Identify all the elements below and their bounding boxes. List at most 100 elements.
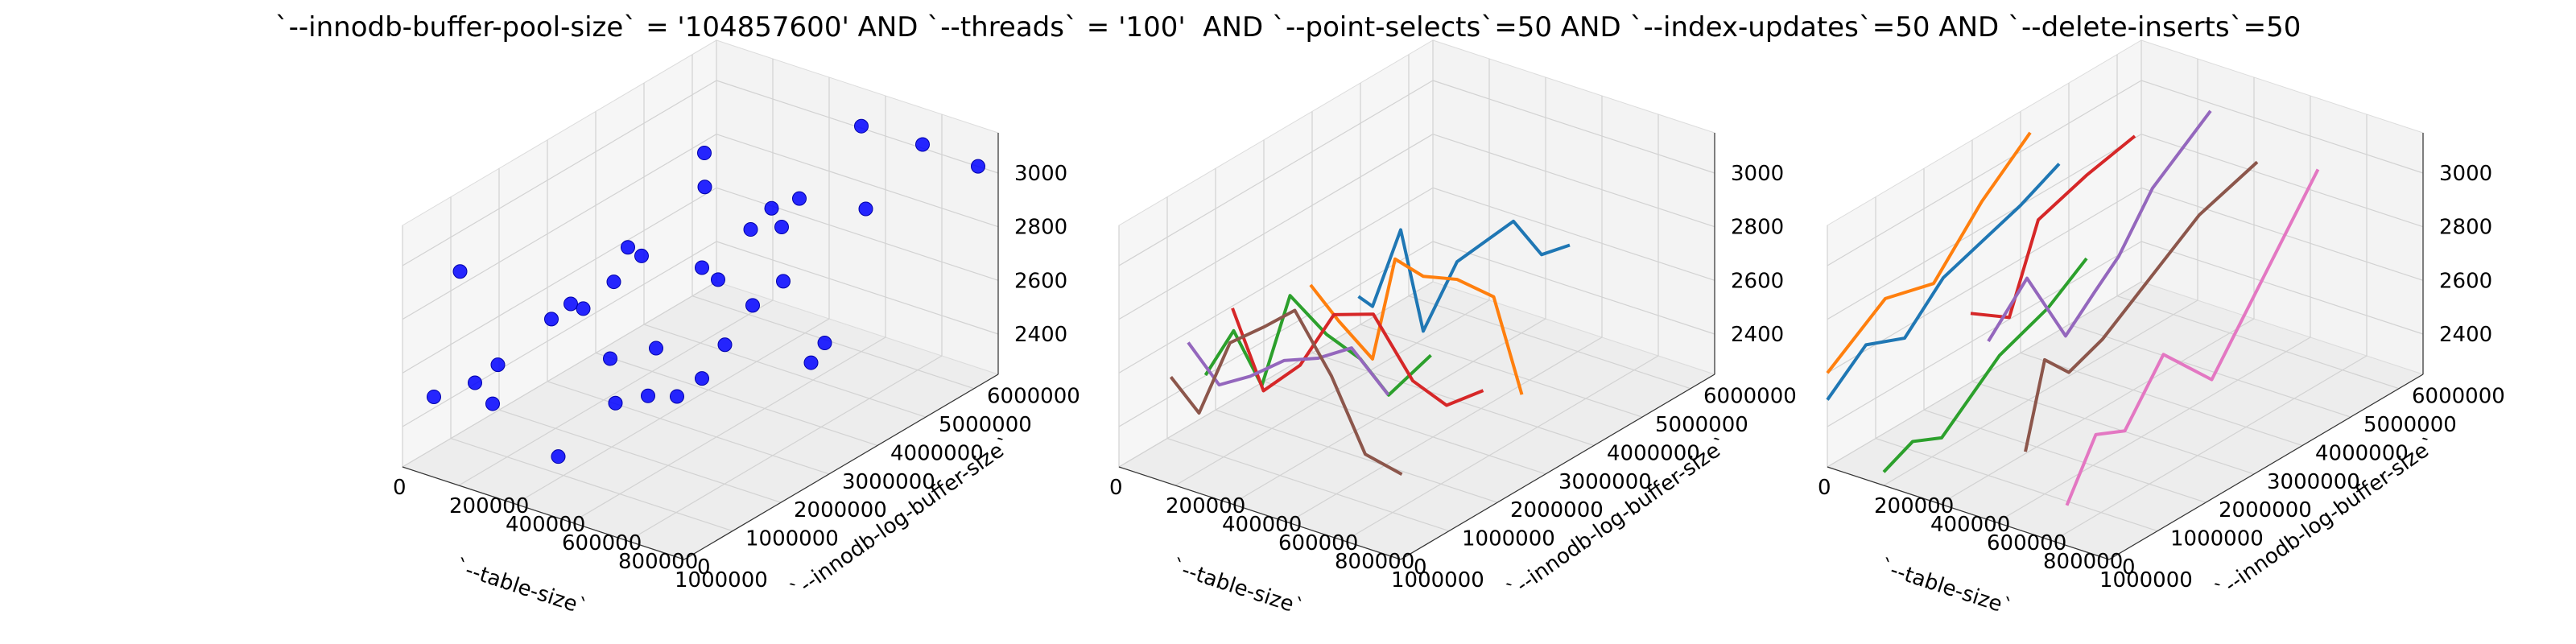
scatter-point — [743, 222, 758, 237]
grid-line — [1118, 134, 1434, 320]
grid-line — [1166, 438, 1450, 532]
scatter-point — [803, 355, 819, 370]
y-tick-label: 4000000 — [2315, 441, 2409, 465]
y-tick-label: 6000000 — [2412, 385, 2505, 409]
grid-line — [1287, 336, 1603, 523]
scatter-point — [717, 337, 733, 353]
grid-line — [1118, 80, 1434, 266]
scatter-point — [634, 248, 649, 263]
grid-line — [1883, 299, 2198, 486]
y-tick-label: 3000000 — [2267, 470, 2360, 494]
grid-line — [643, 324, 927, 418]
grid-line — [498, 409, 782, 503]
series-line-5 — [1187, 341, 1390, 396]
scatter-point — [915, 137, 930, 152]
z-tick-label: 2400 — [2439, 323, 2492, 347]
grid-line — [547, 381, 830, 475]
scatter-point — [697, 146, 712, 161]
scatter-point — [649, 341, 663, 356]
grid-line — [1939, 318, 2255, 505]
z-tick-label: 3000 — [1731, 162, 1784, 186]
x-tick-label: 0 — [1109, 476, 1123, 500]
x-tick-label: 800000 — [2043, 550, 2123, 574]
scatter-point — [551, 449, 566, 464]
series-line-6 — [2024, 160, 2259, 452]
grid-line — [458, 299, 774, 486]
y-axis-line — [2108, 374, 2424, 560]
y-tick-label: 4000000 — [890, 441, 984, 465]
scatter-point — [544, 312, 559, 327]
scatter-point — [776, 274, 791, 289]
y-tick-label: 5000000 — [1655, 413, 1748, 437]
scatter-point — [697, 180, 712, 195]
y-tick-label: 2000000 — [794, 498, 887, 522]
grid-line — [2116, 295, 2400, 390]
y-tick-label: 2000000 — [1510, 498, 1604, 522]
x-tick-label: 200000 — [449, 494, 529, 518]
x-axis-label: `--table-size` — [1877, 555, 2015, 620]
grid-line — [2140, 187, 2424, 281]
scatter-point — [452, 264, 468, 279]
z-tick-label: 2400 — [1014, 323, 1067, 347]
y-tick-label: 5000000 — [939, 413, 1032, 437]
y-tick-label: 3000000 — [1558, 470, 1652, 494]
scatter-point — [468, 375, 482, 390]
x-axis-label: `--table-size` — [1169, 555, 1307, 620]
grid-line — [716, 187, 999, 281]
grid-line — [1432, 241, 1715, 335]
y-axis-line — [1400, 374, 1715, 560]
series-line-2 — [1826, 131, 2032, 374]
x-tick-label: 0 — [393, 476, 407, 500]
grid-line — [1118, 187, 1434, 374]
series-line-5 — [1987, 109, 2212, 342]
scatter-point — [774, 219, 789, 234]
grid-line — [402, 80, 717, 266]
grid-line — [2020, 352, 2303, 447]
scatter-point — [745, 298, 760, 313]
x-axis-line — [402, 466, 685, 560]
grid-line — [2140, 80, 2424, 174]
z-tick-label: 2600 — [2439, 269, 2492, 293]
y-tick-label: 1000000 — [1462, 527, 1555, 551]
y-tick-label: 0 — [1414, 555, 1427, 580]
grid-line — [691, 295, 975, 390]
x-tick-label: 400000 — [1222, 513, 1302, 537]
scatter-point — [641, 388, 655, 403]
grid-line — [450, 438, 733, 532]
x-tick-label: 0 — [1818, 476, 1831, 500]
z-tick-label: 2600 — [1014, 269, 1067, 293]
subplot-line-3d-a: 0200000400000600000800000100000001000000… — [1109, 39, 1797, 620]
y-tick-label: 6000000 — [1703, 385, 1797, 409]
y-tick-label: 1000000 — [2170, 527, 2264, 551]
grid-line — [402, 281, 717, 468]
grid-line — [716, 241, 999, 335]
series-line-7 — [2065, 168, 2320, 506]
grid-line — [1827, 80, 2142, 266]
grid-line — [1923, 409, 2207, 503]
subplot-line-3d-b: 0200000400000600000800000100000001000000… — [1818, 39, 2505, 620]
scatter-point — [606, 275, 621, 290]
scatter-point — [711, 272, 725, 287]
x-axis-line — [1118, 466, 1402, 560]
y-axis-line — [683, 374, 999, 560]
scatter-point — [792, 191, 807, 206]
z-tick-label: 3000 — [2439, 162, 2492, 186]
x-axis-line — [1827, 466, 2110, 560]
series-line-6 — [1169, 308, 1403, 476]
z-tick-label: 2800 — [2439, 216, 2492, 240]
grid-line — [1118, 281, 1434, 468]
scatter-point — [621, 240, 635, 255]
x-tick-label: 600000 — [562, 531, 642, 555]
grid-line — [1344, 355, 1659, 542]
x-axis-label: `--table-size` — [452, 555, 590, 620]
scatter-point — [670, 389, 684, 404]
x-tick-label: 200000 — [1874, 494, 1954, 518]
x-tick-label: 200000 — [1166, 494, 1245, 518]
scatter-point — [603, 351, 617, 366]
grid-line — [571, 336, 886, 523]
y-tick-label: 1000000 — [745, 527, 839, 551]
grid-line — [1231, 318, 1546, 505]
z-tick-label: 2400 — [1731, 323, 1784, 347]
x-tick-label: 400000 — [1930, 513, 2010, 537]
